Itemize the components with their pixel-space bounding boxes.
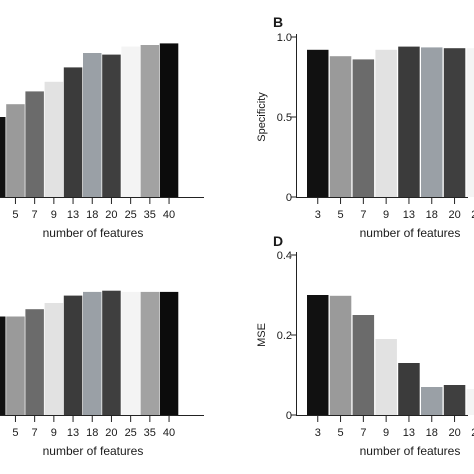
x-axis-label: number of features (43, 226, 144, 240)
x-tick-label: 3 (315, 427, 321, 439)
x-tick-label: 40 (163, 427, 175, 439)
x-tick-label: 13 (67, 209, 79, 221)
x-tick-label: 5 (12, 427, 18, 439)
bar-3 (307, 49, 329, 197)
x-tick-label: 9 (51, 209, 57, 221)
panel-d: 3 5 7 9 13 18 20 25 number of features 0 0.2 0.4 MSE… (256, 233, 474, 458)
bar-9 (44, 81, 64, 197)
bar-20 (443, 385, 466, 415)
bar-7 (25, 91, 44, 197)
bar-3 (0, 117, 6, 197)
x-tick-label: 3 (315, 209, 321, 221)
bar-25 (121, 291, 140, 415)
y-tick-label: 0.4 (277, 250, 292, 262)
x-tick-label: 25 (125, 209, 137, 221)
bar-7 (25, 309, 44, 415)
bar-13 (63, 67, 83, 198)
y-axis-label: MSE (256, 323, 268, 347)
bar-25 (466, 48, 474, 198)
x-tick-label: 13 (403, 427, 415, 439)
bar-5 (329, 295, 352, 415)
x-tick-label: 35 (144, 427, 156, 439)
y-tick-label: 0.5 (277, 112, 292, 124)
x-tick-label: 18 (426, 427, 438, 439)
bar-5 (6, 316, 25, 415)
x-tick-label: 7 (360, 209, 366, 221)
y-tick-label: 0 (286, 410, 292, 422)
x-tick-label: 20 (448, 427, 460, 439)
bar-18 (421, 387, 443, 415)
bar-40 (159, 43, 179, 198)
x-axis-label: number of features (43, 444, 144, 458)
y-axis-label: Specificity (256, 92, 268, 142)
x-tick-label: 7 (32, 427, 38, 439)
bar-5 (6, 104, 25, 197)
bar-9 (375, 49, 397, 197)
y-tick-label: 0.2 (277, 330, 292, 342)
x-axis-label: number of features (360, 444, 461, 458)
x-tick-label: 35 (144, 209, 156, 221)
x-tick-label: 5 (338, 427, 344, 439)
bar-7 (352, 315, 375, 415)
bar-18 (421, 47, 443, 198)
bar-35 (140, 291, 160, 415)
bar-20 (443, 48, 466, 198)
panel-label: D (273, 233, 283, 249)
x-tick-label: 7 (32, 209, 38, 221)
bar-13 (398, 46, 420, 197)
bar-3 (0, 316, 6, 415)
x-tick-label: 20 (448, 209, 460, 221)
bar-13 (63, 295, 83, 415)
panel-c: 3579131820253540number of features (0, 290, 204, 458)
x-tick-label: 25 (471, 209, 474, 221)
panel-b: 3 5 7 9 13 18 20 25 number of features 0 0.5 1.0 Spe… (256, 14, 474, 240)
bar-18 (83, 291, 102, 415)
x-tick-label: 18 (426, 209, 438, 221)
x-tick-label: 40 (163, 209, 175, 221)
x-tick-label: 5 (12, 209, 18, 221)
x-tick-label: 20 (105, 427, 117, 439)
bar-35 (140, 45, 160, 197)
panel-label: B (273, 14, 283, 30)
bar-9 (375, 339, 397, 415)
x-tick-label: 9 (383, 427, 389, 439)
x-axis-label: number of features (360, 226, 461, 240)
x-tick-label: 5 (338, 209, 344, 221)
x-tick-label: 9 (383, 209, 389, 221)
x-tick-label: 20 (105, 209, 117, 221)
bar-18 (83, 53, 102, 197)
bar-20 (102, 54, 121, 197)
x-tick-label: 25 (471, 427, 474, 439)
y-tick-label: 1.0 (277, 32, 292, 44)
x-tick-label: 13 (67, 427, 79, 439)
bar-3 (307, 295, 329, 415)
x-tick-label: 13 (403, 209, 415, 221)
panel-a: 3579131820253540number of features (0, 43, 204, 240)
bar-7 (352, 59, 375, 198)
y-tick-label: 0 (286, 192, 292, 204)
x-tick-label: 18 (86, 427, 98, 439)
bar-20 (102, 290, 121, 415)
bar-5 (329, 56, 352, 198)
x-tick-label: 18 (86, 209, 98, 221)
bar-13 (398, 363, 420, 415)
x-tick-label: 7 (360, 427, 366, 439)
bar-25 (466, 389, 474, 415)
bar-25 (121, 46, 140, 197)
x-tick-label: 25 (125, 427, 137, 439)
bar-40 (159, 291, 179, 415)
x-tick-label: 9 (51, 427, 57, 439)
bar-9 (44, 303, 64, 415)
